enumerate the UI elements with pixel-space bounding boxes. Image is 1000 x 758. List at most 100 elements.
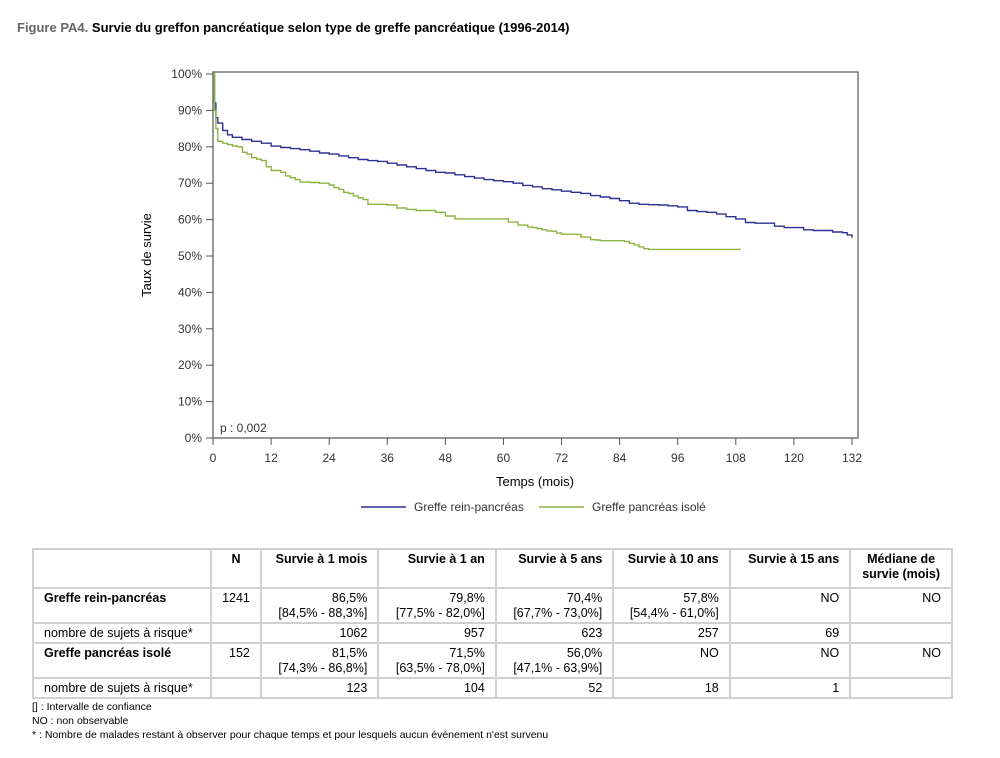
survival-cell: 79,8% [77,5% - 82,0%] bbox=[377, 587, 497, 624]
survival-value: NO bbox=[820, 591, 840, 605]
x-tick-label: 0 bbox=[210, 451, 217, 465]
legend-label: Greffe pancréas isolé bbox=[592, 500, 706, 514]
confidence-interval: [47,1% - 63,9%] bbox=[513, 661, 603, 675]
y-tick-label: 50% bbox=[178, 249, 202, 263]
survival-cell: NO bbox=[849, 587, 953, 624]
at-risk-cell: 69 bbox=[728, 622, 852, 644]
y-tick-label: 40% bbox=[178, 285, 202, 299]
footnote: [] : Intervalle de confiance bbox=[32, 701, 152, 713]
header-cell: Survie à 5 ans bbox=[494, 548, 615, 589]
row-label: Greffe rein-pancréas bbox=[31, 587, 213, 624]
header-cell: Survie à 10 ans bbox=[612, 548, 731, 589]
at-risk-row: nombre de sujets à risque* 1062 957 623 257 6… bbox=[31, 622, 953, 644]
survival-value: NO bbox=[922, 646, 941, 660]
footnotes: [] : Intervalle de confiance NO : non ob… bbox=[32, 700, 548, 742]
survival-value: 71,5% bbox=[449, 646, 485, 660]
empty-cell bbox=[210, 622, 262, 644]
survival-cell: 81,5% [74,3% - 86,8%] bbox=[259, 642, 380, 679]
y-tick-label: 0% bbox=[185, 431, 203, 445]
survival-value: 70,4% bbox=[566, 591, 603, 605]
p-value-annotation: p : 0,002 bbox=[220, 421, 267, 435]
x-tick-label: 108 bbox=[726, 451, 746, 465]
at-risk-label: nombre de sujets à risque* bbox=[31, 677, 213, 699]
survival-value: 56,0% bbox=[566, 646, 603, 660]
at-risk-cell: 104 bbox=[377, 677, 497, 699]
x-tick-label: 24 bbox=[323, 451, 337, 465]
header-cell: N bbox=[210, 548, 262, 589]
confidence-interval: [54,4% - 61,0%] bbox=[629, 606, 719, 620]
y-tick-label: 80% bbox=[178, 140, 202, 154]
at-risk-cell: 52 bbox=[494, 677, 615, 699]
header-cell: Survie à 1 an bbox=[377, 548, 497, 589]
survival-chart: 0% 10% 20% 30% 40% 50% 60% 70% 80% 90% 100% 0 12 24 3… bbox=[139, 67, 862, 514]
footnote: * : Nombre de malades restant à observer… bbox=[32, 729, 549, 741]
header-cell: Survie à 15 ans bbox=[728, 548, 852, 589]
at-risk-cell bbox=[849, 622, 953, 644]
y-tick-label: 10% bbox=[178, 395, 202, 409]
confidence-interval: [77,5% - 82,0%] bbox=[395, 606, 485, 620]
survival-cell: 57,8% [54,4% - 61,0%] bbox=[612, 587, 731, 624]
x-tick-label: 120 bbox=[784, 451, 804, 465]
x-tick-label: 72 bbox=[555, 451, 569, 465]
n-cell: 1241 bbox=[210, 587, 262, 624]
at-risk-row: nombre de sujets à risque* 123 104 52 18 1 bbox=[31, 677, 953, 699]
survival-cell: NO bbox=[849, 642, 953, 679]
at-risk-cell: 18 bbox=[612, 677, 731, 699]
confidence-interval: [74,3% - 86,8%] bbox=[278, 661, 368, 675]
survival-cell: NO bbox=[728, 642, 852, 679]
table-header-row: N Survie à 1 mois Survie à 1 an Survie à… bbox=[31, 548, 953, 589]
y-tick-label: 70% bbox=[178, 176, 202, 190]
series-line-pancreas-isole bbox=[213, 73, 741, 251]
x-tick-label: 12 bbox=[264, 451, 278, 465]
x-tick-label: 96 bbox=[671, 451, 685, 465]
series-group bbox=[213, 73, 853, 251]
at-risk-cell: 257 bbox=[612, 622, 731, 644]
y-tick-label: 90% bbox=[178, 103, 202, 117]
at-risk-label: nombre de sujets à risque* bbox=[31, 622, 213, 644]
figure-label: Figure PA4. bbox=[17, 20, 89, 35]
confidence-interval: [63,5% - 78,0%] bbox=[395, 661, 485, 675]
at-risk-cell bbox=[849, 677, 953, 699]
survival-value: 79,8% bbox=[449, 591, 485, 605]
y-tick-label: 20% bbox=[178, 358, 202, 372]
series-line-rein-pancreas bbox=[213, 73, 853, 238]
survival-cell: 56,0% [47,1% - 63,9%] bbox=[494, 642, 615, 679]
survival-value: 81,5% bbox=[331, 646, 368, 660]
footnote: NO : non observable bbox=[32, 715, 129, 727]
survival-cell: 86,5% [84,5% - 88,3%] bbox=[259, 587, 380, 624]
header-cell bbox=[31, 548, 213, 589]
figure-title-text: Survie du greffon pancréatique selon typ… bbox=[91, 20, 570, 35]
legend: Greffe rein-pancréas Greffe pancréas isol… bbox=[361, 500, 706, 514]
y-axis: 0% 10% 20% 30% 40% 50% 60% 70% 80% 90% 100% bbox=[171, 67, 213, 445]
table-row: Greffe pancréas isolé 152 81,5% [74,3% - 86… bbox=[31, 642, 953, 679]
n-cell: 152 bbox=[210, 642, 262, 679]
plot-frame bbox=[212, 71, 859, 439]
survival-value: NO bbox=[700, 646, 719, 660]
x-tick-label: 84 bbox=[613, 451, 627, 465]
x-tick-label: 132 bbox=[842, 451, 862, 465]
x-axis-title: Temps (mois) bbox=[496, 474, 574, 489]
survival-value: NO bbox=[922, 591, 941, 605]
survival-value: NO bbox=[820, 646, 840, 660]
y-tick-label: 30% bbox=[178, 322, 202, 336]
at-risk-cell: 957 bbox=[377, 622, 497, 644]
at-risk-cell: 1062 bbox=[259, 622, 380, 644]
figure-title: Figure PA4. Survie du greffon pancréatiq… bbox=[17, 20, 569, 35]
table-row: Greffe rein-pancréas 1241 86,5% [84,5% - 88… bbox=[31, 587, 953, 624]
at-risk-cell: 1 bbox=[728, 677, 852, 699]
y-tick-label: 100% bbox=[171, 67, 202, 81]
header-cell: Médiane de survie (mois) bbox=[849, 548, 953, 589]
header-cell: Survie à 1 mois bbox=[259, 548, 380, 589]
y-axis-title: Taux de survie bbox=[139, 213, 154, 297]
survival-cell: 70,4% [67,7% - 73,0%] bbox=[494, 587, 615, 624]
x-tick-label: 48 bbox=[439, 451, 453, 465]
x-axis: 0 12 24 36 48 60 72 84 96 108 120 132 bbox=[210, 438, 862, 465]
survival-cell: NO bbox=[612, 642, 731, 679]
survival-value: 57,8% bbox=[683, 591, 719, 605]
survival-value: 86,5% bbox=[331, 591, 368, 605]
row-label: Greffe pancréas isolé bbox=[31, 642, 213, 679]
x-tick-label: 36 bbox=[381, 451, 395, 465]
legend-label: Greffe rein-pancréas bbox=[414, 500, 524, 514]
x-tick-label: 60 bbox=[497, 451, 511, 465]
survival-cell: 71,5% [63,5% - 78,0%] bbox=[377, 642, 497, 679]
